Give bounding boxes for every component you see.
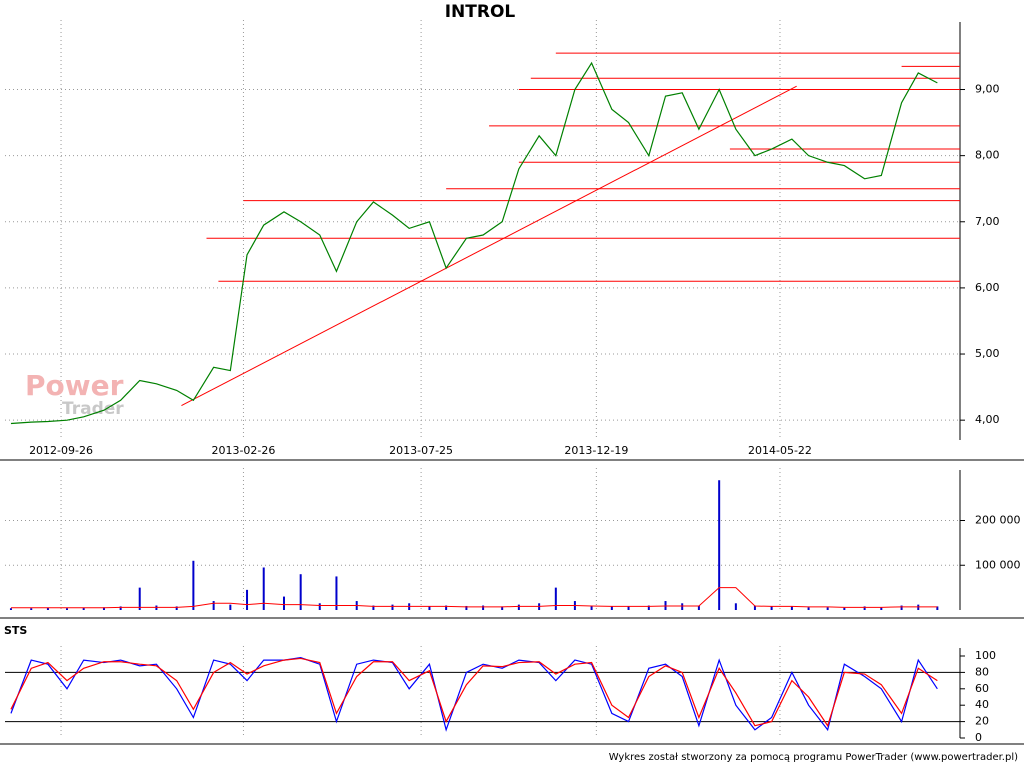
y-tick-label: 0 <box>975 731 982 744</box>
y-tick-label: 9,00 <box>975 83 1000 96</box>
volume-bar <box>372 605 375 610</box>
volume-bar <box>681 603 684 610</box>
volume-bar <box>843 607 846 610</box>
volume-bar <box>790 606 793 610</box>
volume-bar <box>647 605 650 610</box>
volume-bar <box>212 601 215 610</box>
volume-bar <box>299 574 302 610</box>
trendline <box>181 85 797 407</box>
volume-bar <box>30 608 33 610</box>
x-tick-label: 2013-12-19 <box>564 444 628 457</box>
volume-bar <box>880 607 883 610</box>
volume-bar <box>46 607 49 610</box>
x-tick-label: 2013-02-26 <box>211 444 275 457</box>
footer: Wykres został stworzony za pomocą progra… <box>609 752 1018 763</box>
volume-bar <box>445 605 448 610</box>
watermark: Power <box>25 369 124 402</box>
volume-bar <box>482 605 485 610</box>
y-tick-label: 100 000 <box>975 558 1021 571</box>
y-tick-label: 40 <box>975 698 989 711</box>
volume-bar <box>590 605 593 610</box>
volume-bar <box>102 607 105 610</box>
volume-bar <box>335 576 338 610</box>
volume-bar <box>65 608 68 610</box>
volume-bar <box>936 606 939 610</box>
volume-bar <box>138 587 141 610</box>
volume-bar <box>175 606 178 610</box>
volume-bar <box>807 607 810 610</box>
y-tick-label: 100 <box>975 649 996 662</box>
volume-bar <box>229 604 232 610</box>
y-tick-label: 7,00 <box>975 215 1000 228</box>
y-tick-label: 4,00 <box>975 413 1000 426</box>
volume-bar <box>610 606 613 610</box>
volume-bar <box>318 603 321 610</box>
oscillator-line <box>10 657 938 732</box>
y-tick-label: 60 <box>975 682 989 695</box>
volume-bar <box>517 604 520 610</box>
volume-bar <box>627 606 630 610</box>
volume-bar <box>391 604 394 610</box>
oscillator-line <box>10 657 938 728</box>
y-tick-label: 200 000 <box>975 514 1021 527</box>
x-tick-label: 2012-09-26 <box>29 444 93 457</box>
volume-bar <box>697 605 700 610</box>
watermark: Trader <box>62 399 124 419</box>
volume-bar <box>262 567 265 610</box>
volume-bar <box>753 605 756 610</box>
volume-bar <box>119 606 122 610</box>
volume-bar <box>900 605 903 610</box>
volume-bar <box>82 607 85 610</box>
volume-bar <box>428 606 431 610</box>
y-tick-label: 6,00 <box>975 281 1000 294</box>
price-line <box>10 61 938 425</box>
volume-bar <box>246 589 249 610</box>
volume-bar <box>826 607 829 610</box>
y-tick-label: 20 <box>975 715 989 728</box>
volume-average <box>10 587 938 609</box>
volume-bar <box>770 606 773 610</box>
y-tick-label: 80 <box>975 665 989 678</box>
volume-bar <box>734 603 737 610</box>
y-tick-label: 5,00 <box>975 347 1000 360</box>
chart-title: INTROL <box>445 2 516 22</box>
x-tick-label: 2013-07-25 <box>389 444 453 457</box>
x-tick-label: 2014-05-22 <box>748 444 812 457</box>
volume-bar <box>282 596 285 610</box>
volume-bar <box>9 608 12 610</box>
volume-bar <box>501 606 504 610</box>
volume-bar <box>192 560 195 610</box>
volume-bar <box>863 606 866 610</box>
volume-bar <box>554 587 557 610</box>
volume-bar <box>718 480 721 610</box>
volume-bar <box>465 605 468 610</box>
panel-title: STS <box>4 624 27 637</box>
y-tick-label: 8,00 <box>975 149 1000 162</box>
